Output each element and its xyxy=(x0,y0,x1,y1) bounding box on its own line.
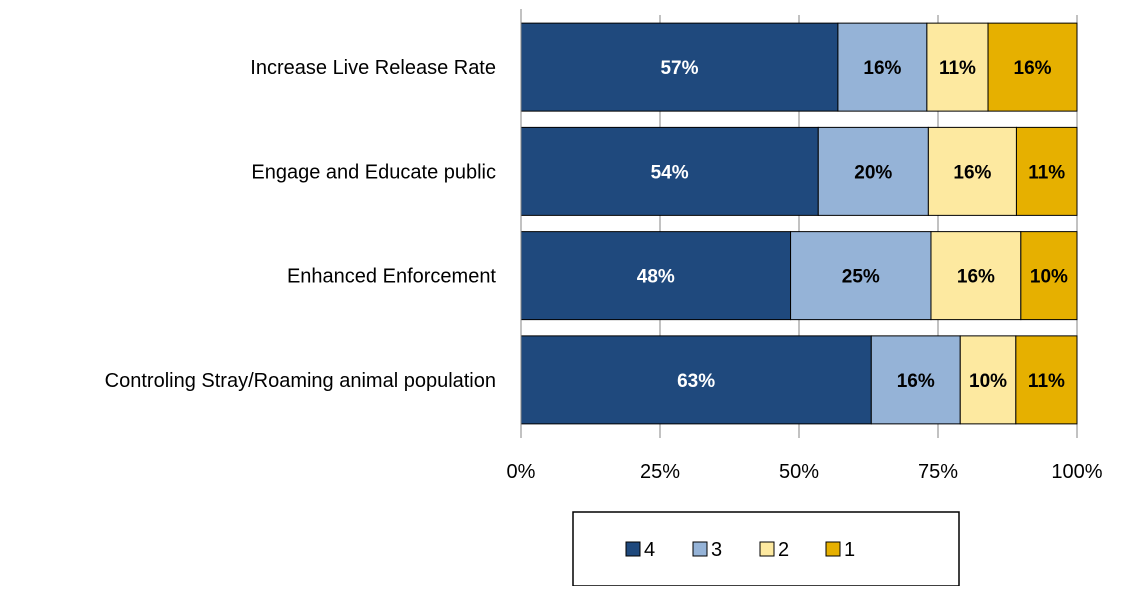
bar-segment xyxy=(817,126,929,216)
legend-swatch xyxy=(759,541,775,557)
legend-label: 3 xyxy=(711,539,722,561)
data-label: 11% xyxy=(1028,162,1065,183)
bar-segment xyxy=(1015,126,1078,216)
bar-segment xyxy=(959,335,1017,425)
bar-segment xyxy=(930,231,1022,321)
data-label: 11% xyxy=(1028,371,1065,392)
legend-label: 1 xyxy=(844,539,855,561)
x-tick-label: 50% xyxy=(779,461,819,483)
bar-segment xyxy=(1015,335,1078,425)
x-tick-label: 75% xyxy=(918,461,958,483)
data-label: 48% xyxy=(637,267,675,288)
category-label: Increase Live Release Rate xyxy=(250,57,496,79)
data-label: 54% xyxy=(651,162,689,183)
legend-label: 2 xyxy=(778,539,789,561)
bar-segment xyxy=(520,126,819,216)
legend-swatch xyxy=(692,541,708,557)
data-label: 10% xyxy=(1030,267,1068,288)
category-label: Engage and Educate public xyxy=(251,161,496,183)
legend-swatch xyxy=(825,541,841,557)
bar-segment xyxy=(837,22,928,112)
data-label: 16% xyxy=(957,267,995,288)
legend-label: 4 xyxy=(644,539,655,561)
legend: 4 3 2 1 xyxy=(572,511,960,587)
data-label: 16% xyxy=(863,58,901,79)
data-label: 16% xyxy=(897,371,935,392)
bars-layer: 57% 16% 11% 16% 54% 20% 16% 11% 48% 25% 16% 10% 63% 1… xyxy=(520,22,1078,425)
data-label: 11% xyxy=(939,58,976,79)
bar-segment xyxy=(1020,231,1078,321)
x-tick-label: 100% xyxy=(1051,461,1102,483)
bar-segment xyxy=(790,231,932,321)
data-label: 10% xyxy=(969,371,1007,392)
legend-swatch xyxy=(625,541,641,557)
x-tick-label: 25% xyxy=(640,461,680,483)
bar-segment xyxy=(520,335,872,425)
data-label: 20% xyxy=(854,162,892,183)
bar-segment xyxy=(987,22,1078,112)
bar-segment xyxy=(520,22,839,112)
x-tick-label: 0% xyxy=(507,461,536,483)
data-label: 16% xyxy=(953,162,991,183)
axis-layer: 0% 25% 50% 75% 100% Increase Live Release Rat… xyxy=(105,9,1103,483)
bar-segment xyxy=(927,126,1017,216)
data-label: 57% xyxy=(660,58,698,79)
data-label: 63% xyxy=(677,371,715,392)
category-label: Controling Stray/Roaming animal populati… xyxy=(105,370,496,392)
category-label: Enhanced Enforcement xyxy=(287,266,496,288)
bar-segment xyxy=(926,22,989,112)
bar-segment xyxy=(870,335,961,425)
data-label: 25% xyxy=(842,267,880,288)
data-label: 16% xyxy=(1014,58,1052,79)
